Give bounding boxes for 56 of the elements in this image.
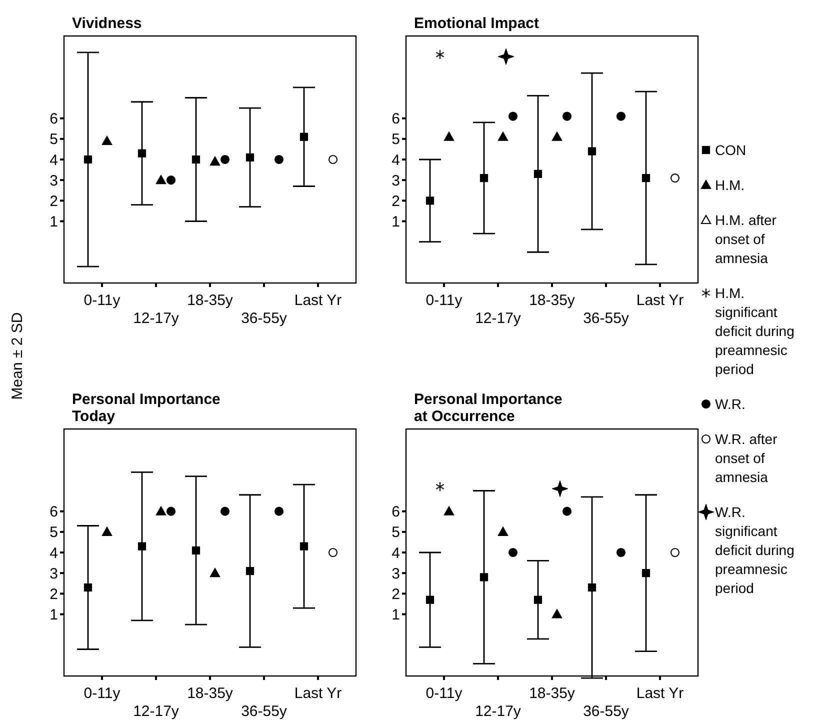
x-tick-label: Last Yr xyxy=(294,292,342,309)
x-tick-label: 18-35y xyxy=(187,292,234,309)
x-tick-label: 36-55y xyxy=(241,703,288,720)
y-tick-label: 2 xyxy=(392,192,400,210)
y-tick-label: 6 xyxy=(392,110,400,128)
x-tick-label: 12-17y xyxy=(133,703,180,720)
legend-label: H.M. significant deficit during preamnesic period xyxy=(715,285,794,377)
legend-label: W.R. after onset of amnesia xyxy=(715,431,778,485)
y-tick-label: 5 xyxy=(392,131,400,148)
x-tick-label: 36-55y xyxy=(241,310,288,327)
y-tick-label: 4 xyxy=(392,152,400,169)
x-tick-label: 0-11y xyxy=(84,685,121,702)
chart-title: Vividness xyxy=(72,15,142,32)
y-tick-label: 2 xyxy=(50,192,58,210)
y-tick-label: 2 xyxy=(392,586,400,603)
chart-title: Personal Importance Today xyxy=(72,391,220,425)
x-tick-label: 12-17y xyxy=(475,703,522,720)
y-tick-label: 2 xyxy=(50,586,58,603)
x-tick-label: Last Yr xyxy=(636,685,684,702)
y-tick-label: 1 xyxy=(50,214,58,230)
x-tick-label: 18-35y xyxy=(529,685,576,702)
legend-label: H.M. after onset of amnesia xyxy=(715,212,777,266)
y-tick-label: 5 xyxy=(50,524,58,542)
y-tick-label: 3 xyxy=(392,172,400,190)
y-tick-label: 5 xyxy=(392,524,400,542)
legend-label: CON xyxy=(715,142,746,158)
x-tick-label: 18-35y xyxy=(187,685,234,702)
y-tick-label: 1 xyxy=(392,214,400,230)
x-tick-label: 12-17y xyxy=(475,310,522,327)
y-tick-label: 4 xyxy=(392,544,400,562)
x-tick-label: 0-11y xyxy=(426,685,463,702)
x-tick-label: 0-11y xyxy=(84,292,121,309)
legend-label: W.R. xyxy=(715,396,746,412)
y-tick-label: 1 xyxy=(50,606,58,624)
legend-label: H.M. xyxy=(715,177,745,193)
y-tick-label: 6 xyxy=(50,504,58,521)
x-tick-label: 36-55y xyxy=(583,703,630,720)
x-tick-label: 12-17y xyxy=(133,310,180,327)
y-tick-label: 1 xyxy=(392,606,400,624)
y-tick-label: 3 xyxy=(50,172,58,190)
chart-title: Personal Importance at Occurrence xyxy=(414,391,562,425)
x-tick-label: 18-35y xyxy=(529,292,576,309)
chart-title: Emotional Impact xyxy=(414,15,540,32)
y-tick-label: 5 xyxy=(50,131,58,148)
x-tick-label: 0-11y xyxy=(426,292,463,309)
y-tick-label: 4 xyxy=(50,152,58,169)
x-tick-label: 36-55y xyxy=(583,310,630,327)
y-axis-title: Mean ± 2 SD xyxy=(9,312,26,400)
x-tick-label: Last Yr xyxy=(294,685,342,702)
y-tick-label: 6 xyxy=(50,110,58,128)
y-tick-label: 3 xyxy=(392,565,400,582)
y-tick-label: 3 xyxy=(50,565,58,582)
legend-label: W.R. significant deficit during preamnesic period xyxy=(715,504,794,596)
y-tick-label: 6 xyxy=(392,504,400,521)
x-tick-label: Last Yr xyxy=(636,292,684,309)
y-tick-label: 4 xyxy=(50,544,58,562)
